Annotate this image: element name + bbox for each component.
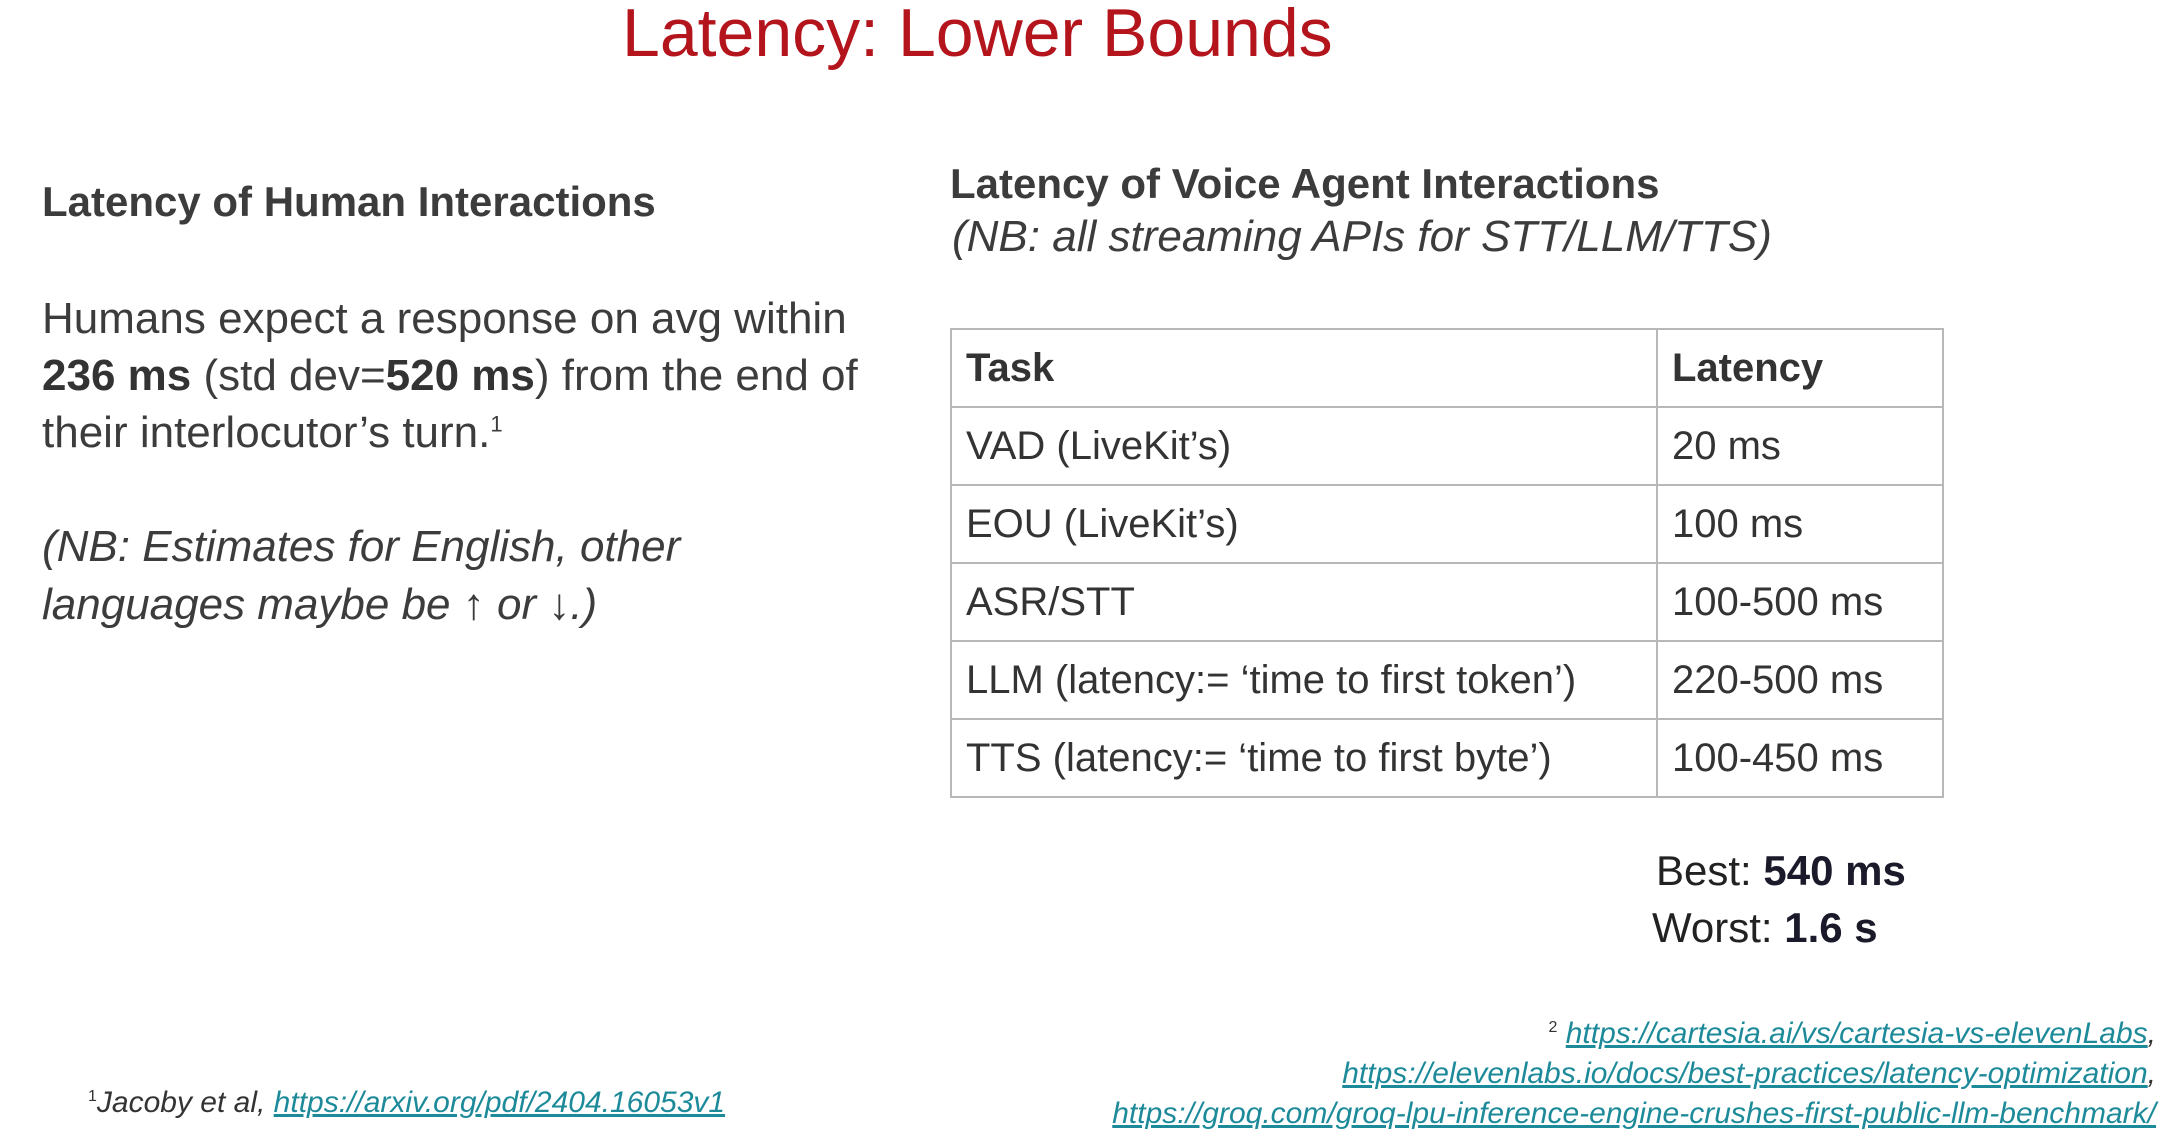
footnote-2-marker: 2: [1548, 1019, 1558, 1036]
best-label: Best:: [1656, 847, 1764, 894]
footnote-ref-1: 1: [490, 411, 503, 437]
task-cell: ASR/STT: [950, 562, 1658, 642]
separator: ,: [2147, 1017, 2156, 1050]
voice-agent-heading: Latency of Voice Agent Interactions: [950, 160, 1660, 207]
std-dev-value: 520 ms: [385, 351, 535, 400]
arxiv-link[interactable]: https://arxiv.org/pdf/2404.16053v1: [273, 1086, 726, 1119]
body-text-1: Humans expect a response on avg within: [42, 294, 847, 343]
voice-agent-note: (NB: all streaming APIs for STT/LLM/TTS): [952, 212, 1772, 261]
table-row: ASR/STT 100-500 ms: [950, 562, 1944, 642]
table-row: LLM (latency:= ‘time to first token’) 22…: [950, 640, 1944, 720]
human-latency-body: Humans expect a response on avg within 2…: [42, 290, 862, 461]
task-cell: EOU (LiveKit’s): [950, 484, 1658, 564]
latency-cell: 100-450 ms: [1656, 718, 1944, 798]
footnote-1-text: Jacoby et al,: [96, 1086, 274, 1119]
elevenlabs-link[interactable]: https://elevenlabs.io/docs/best-practice…: [1342, 1057, 2148, 1090]
worst-value: 1.6 s: [1784, 904, 1878, 951]
latency-cell: 20 ms: [1656, 406, 1944, 486]
mean-latency-value: 236 ms: [42, 351, 192, 400]
best-value: 540 ms: [1763, 847, 1906, 894]
separator: ,: [2147, 1057, 2156, 1090]
human-latency-note: (NB: Estimates for English, other langua…: [42, 522, 681, 629]
latency-table: Task Latency VAD (LiveKit’s) 20 ms EOU (…: [950, 328, 1944, 798]
column-header-latency: Latency: [1656, 328, 1944, 408]
slide-title: Latency: Lower Bounds: [622, 0, 1333, 71]
groq-link[interactable]: https://groq.com/groq-lpu-inference-engi…: [1112, 1097, 2156, 1130]
footnote-1-marker: 1: [88, 1088, 97, 1105]
body-text-3: ) from the end of their interlocutor’s t…: [42, 351, 858, 457]
footnote-2-line-2: https://elevenlabs.io/docs/best-practice…: [1112, 1054, 2156, 1094]
latency-cell: 220-500 ms: [1656, 640, 1944, 720]
latency-summary: Best: 540 ms Worst: 1.6 s: [1652, 842, 1906, 956]
footnote-2-line-1: 2 https://cartesia.ai/vs/cartesia-vs-ele…: [1112, 1008, 2156, 1054]
table-row: EOU (LiveKit’s) 100 ms: [950, 484, 1944, 564]
table-header-row: Task Latency: [950, 328, 1944, 408]
table-row: TTS (latency:= ‘time to first byte’) 100…: [950, 718, 1944, 798]
footnote-2: 2 https://cartesia.ai/vs/cartesia-vs-ele…: [1112, 1008, 2156, 1134]
task-cell: LLM (latency:= ‘time to first token’): [950, 640, 1658, 720]
worst-latency: Worst: 1.6 s: [1652, 899, 1906, 956]
task-cell: VAD (LiveKit’s): [950, 406, 1658, 486]
footnote-1: 1Jacoby et al, https://arxiv.org/pdf/240…: [88, 1086, 725, 1120]
task-cell: TTS (latency:= ‘time to first byte’): [950, 718, 1658, 798]
human-latency-heading: Latency of Human Interactions: [42, 178, 656, 225]
latency-cell: 100 ms: [1656, 484, 1944, 564]
latency-cell: 100-500 ms: [1656, 562, 1944, 642]
body-text-2: (std dev=: [191, 351, 386, 400]
table-row: VAD (LiveKit’s) 20 ms: [950, 406, 1944, 486]
cartesia-link[interactable]: https://cartesia.ai/vs/cartesia-vs-eleve…: [1565, 1017, 2148, 1050]
best-latency: Best: 540 ms: [1656, 842, 1906, 899]
footnote-2-line-3: https://groq.com/groq-lpu-inference-engi…: [1112, 1094, 2156, 1134]
column-header-task: Task: [950, 328, 1658, 408]
worst-label: Worst:: [1652, 904, 1785, 951]
